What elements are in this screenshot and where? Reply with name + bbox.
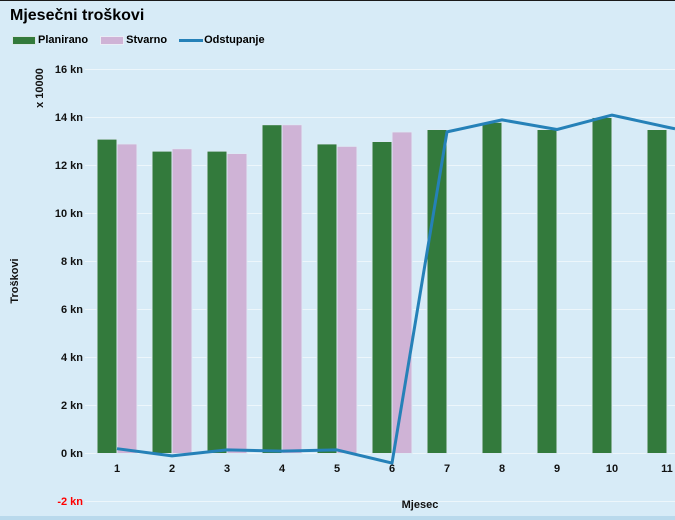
stvarno-swatch-icon	[100, 35, 125, 45]
stvarno-bar	[171, 148, 193, 454]
x-tick-label: 5	[333, 463, 341, 475]
planirano-bar	[151, 150, 173, 454]
y-tick-label: 12 kn	[54, 159, 83, 172]
legend-item-planirano: Planirano	[12, 34, 88, 46]
x-tick-label: 8	[498, 463, 506, 475]
chart-legend: Planirano Stvarno Odstupanje	[12, 34, 277, 46]
legend-item-stvarno: Stvarno	[100, 34, 167, 46]
legend-label: Stvarno	[126, 34, 168, 46]
y-tick-label: 2 kn	[60, 399, 83, 412]
x-tick-label: 4	[278, 463, 286, 475]
chart-title: Mjesečni troškovi	[10, 7, 145, 24]
planirano-swatch-icon	[12, 35, 36, 45]
planirano-bar	[371, 141, 393, 454]
planirano-bar	[206, 150, 228, 454]
planirano-bar	[316, 143, 338, 455]
x-tick-label: 2	[168, 463, 176, 475]
odstupanje-line-swatch-icon	[179, 38, 204, 42]
x-tick-label: 1	[113, 463, 121, 475]
top-border-line	[0, 0, 675, 1]
planirano-bar	[481, 121, 503, 455]
planirano-bar	[426, 129, 448, 454]
stvarno-bar	[226, 153, 248, 454]
y-tick-label: -2 kn	[57, 495, 83, 508]
y-tick-label: 10 kn	[54, 207, 83, 220]
y-tick-label: 6 kn	[60, 303, 83, 316]
x-tick-label: 9	[553, 463, 561, 475]
y-tick-label: 16 kn	[54, 63, 83, 76]
x-tick-label: 7	[443, 463, 451, 475]
planirano-bar	[536, 129, 558, 454]
planirano-bar	[261, 124, 283, 454]
x-tick-label: 11	[661, 463, 673, 475]
x-axis-title: Mjesec	[401, 499, 439, 511]
stvarno-bar	[336, 145, 358, 455]
legend-label: Odstupanje	[204, 34, 265, 46]
bottom-strip	[0, 516, 675, 520]
x-tick-label: 3	[223, 463, 231, 475]
planirano-bar	[591, 117, 613, 454]
plot-area	[85, 69, 675, 502]
x-tick-label: 10	[605, 463, 619, 475]
y-tick-label: 0 kn	[60, 447, 83, 460]
legend-label: Planirano	[38, 34, 89, 46]
y-tick-label: 4 kn	[60, 351, 83, 364]
x-tick-label: 6	[388, 463, 396, 475]
planirano-bar	[96, 138, 118, 454]
y-tick-label: 14 kn	[54, 111, 83, 124]
stvarno-bar	[281, 124, 303, 454]
stvarno-bar	[116, 143, 138, 455]
odstupanje-line	[116, 113, 675, 465]
y-tick-label: 8 kn	[60, 255, 83, 268]
planirano-bar	[646, 129, 668, 454]
legend-item-odstupanje: Odstupanje	[179, 34, 265, 46]
